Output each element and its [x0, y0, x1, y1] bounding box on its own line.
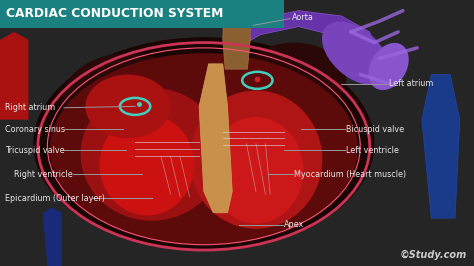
Text: Apex: Apex: [284, 220, 305, 229]
Text: Epicardium (Outer layer): Epicardium (Outer layer): [5, 194, 105, 203]
Text: Tricuspid valve: Tricuspid valve: [5, 146, 64, 155]
Text: Left ventricle: Left ventricle: [346, 146, 399, 155]
Ellipse shape: [100, 114, 194, 215]
Ellipse shape: [85, 74, 171, 138]
Ellipse shape: [190, 90, 322, 229]
Ellipse shape: [62, 53, 194, 149]
Text: ©Study.com: ©Study.com: [400, 250, 467, 260]
Ellipse shape: [209, 117, 303, 223]
Polygon shape: [43, 207, 62, 266]
Ellipse shape: [50, 53, 358, 245]
Ellipse shape: [33, 37, 374, 250]
Polygon shape: [237, 11, 379, 74]
Ellipse shape: [322, 22, 389, 85]
Text: Left atrium: Left atrium: [389, 79, 433, 88]
Text: Myocardium (Heart muscle): Myocardium (Heart muscle): [294, 170, 406, 179]
Text: Bicuspid valve: Bicuspid valve: [346, 124, 404, 134]
Text: Aorta: Aorta: [292, 13, 313, 22]
Text: CARDIAC CONDUCTION SYSTEM: CARDIAC CONDUCTION SYSTEM: [6, 7, 223, 20]
Text: Right atrium: Right atrium: [5, 103, 55, 112]
Text: Right ventricle: Right ventricle: [14, 170, 73, 179]
Ellipse shape: [369, 43, 409, 90]
Polygon shape: [422, 74, 460, 218]
Ellipse shape: [81, 88, 223, 221]
FancyBboxPatch shape: [0, 0, 284, 28]
Polygon shape: [199, 64, 232, 213]
Text: Coronary sinus: Coronary sinus: [5, 124, 65, 134]
Polygon shape: [223, 0, 250, 69]
Polygon shape: [0, 32, 28, 120]
Ellipse shape: [242, 43, 346, 117]
